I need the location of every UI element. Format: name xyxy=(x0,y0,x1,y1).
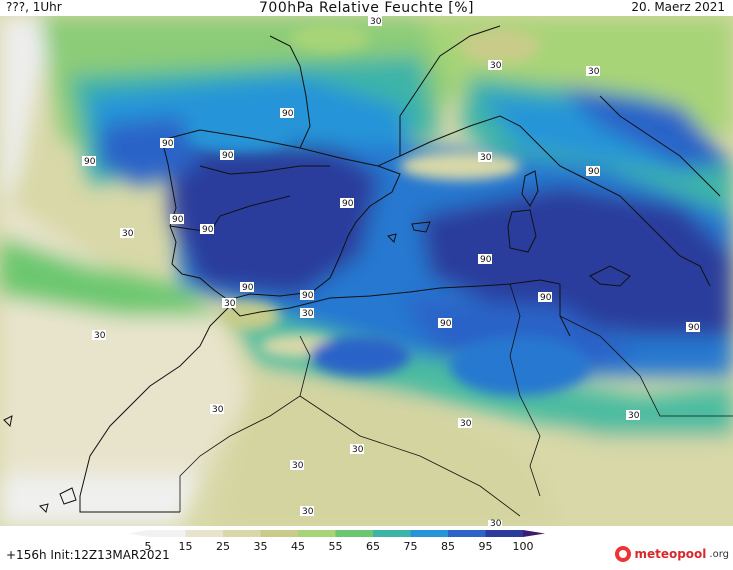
svg-text:90: 90 xyxy=(440,319,452,329)
svg-text:90: 90 xyxy=(222,151,234,161)
svg-text:90: 90 xyxy=(84,157,96,167)
valid-date: 20. Maerz 2021 xyxy=(631,0,725,14)
svg-text:30: 30 xyxy=(480,153,492,163)
humidity-map: 30 30 30 90 90 90 90 90 90 30 90 90 90 9… xyxy=(0,16,733,526)
scale-tick-label: 95 xyxy=(479,540,493,553)
svg-text:30: 30 xyxy=(490,61,502,71)
svg-text:30: 30 xyxy=(212,405,224,415)
svg-text:30: 30 xyxy=(292,461,304,471)
contour-label: 90 xyxy=(170,214,184,225)
contour-label: 30 xyxy=(626,410,640,421)
svg-text:90: 90 xyxy=(588,167,600,177)
map-title: 700hPa Relative Feuchte [%] xyxy=(259,0,474,16)
svg-text:90: 90 xyxy=(162,139,174,149)
scale-bar xyxy=(335,530,374,537)
contour-label: 30 xyxy=(488,60,502,71)
contour-label: 90 xyxy=(478,254,492,265)
scale-bar xyxy=(448,530,486,537)
svg-text:90: 90 xyxy=(282,109,294,119)
scale-bars xyxy=(128,530,545,537)
forecast-info: +156h Init:12Z13MAR2021 xyxy=(6,548,170,562)
contour-label: 30 xyxy=(92,330,106,341)
scale-tick-label: 25 xyxy=(216,540,230,553)
color-scale: 5 15 25 35 45 55 65 75 85 95 100 xyxy=(0,526,733,566)
scale-arrow-right xyxy=(523,530,545,537)
contour-label: 30 xyxy=(120,228,134,239)
meteopool-logo[interactable]: meteopool .org xyxy=(615,546,729,562)
scale-tick-label: 75 xyxy=(404,540,418,553)
scale-tick-label: 5 xyxy=(145,540,152,553)
svg-text:30: 30 xyxy=(628,411,640,421)
contour-label: 30 xyxy=(210,404,224,415)
contour-label: 90 xyxy=(220,150,234,161)
scale-tick-label: 65 xyxy=(366,540,380,553)
contour-label: 30 xyxy=(300,308,314,319)
humidity-map-svg: 30 30 30 90 90 90 90 90 90 30 90 90 90 9… xyxy=(0,16,733,526)
contour-label: 90 xyxy=(82,156,96,167)
scale-tick-label: 100 xyxy=(513,540,534,553)
contour-label: 30 xyxy=(488,519,502,526)
scale-bar xyxy=(373,530,411,537)
svg-text:30: 30 xyxy=(224,299,236,309)
scale-bar xyxy=(485,530,524,537)
scale-arrow-left xyxy=(128,530,148,537)
scale-bar xyxy=(298,530,336,537)
humidity-fields xyxy=(0,16,733,526)
run-time-label: ???, 1Uhr xyxy=(6,0,62,14)
color-scale-svg: 5 15 25 35 45 55 65 75 85 95 100 xyxy=(128,530,545,553)
scale-tick-label: 45 xyxy=(291,540,305,553)
contour-label: 30 xyxy=(290,460,304,471)
svg-text:30: 30 xyxy=(352,445,364,455)
svg-text:90: 90 xyxy=(480,255,492,265)
contour-label: 30 xyxy=(586,66,600,77)
contour-label: 90 xyxy=(586,166,600,177)
svg-text:30: 30 xyxy=(460,419,472,429)
svg-text:30: 30 xyxy=(302,309,314,319)
svg-text:30: 30 xyxy=(94,331,106,341)
coastlines xyxy=(3,25,733,517)
svg-text:90: 90 xyxy=(242,283,254,293)
contour-label: 30 xyxy=(350,444,364,455)
contour-label: 90 xyxy=(240,282,254,293)
scale-ticks: 5 15 25 35 45 55 65 75 85 95 100 xyxy=(145,540,534,553)
scale-bar xyxy=(410,530,449,537)
svg-text:90: 90 xyxy=(342,199,354,209)
contour-label: 90 xyxy=(340,198,354,209)
contour-label: 90 xyxy=(160,138,174,149)
contour-labels: 30 30 30 90 90 90 90 90 90 30 90 90 90 9… xyxy=(82,16,700,526)
logo-brand: meteopool xyxy=(634,547,707,561)
scale-tick-label: 15 xyxy=(179,540,193,553)
svg-text:30: 30 xyxy=(122,229,134,239)
contour-label: 90 xyxy=(280,108,294,119)
contour-label: 30 xyxy=(368,16,382,27)
contour-label: 30 xyxy=(222,298,236,309)
svg-text:30: 30 xyxy=(588,67,600,77)
scale-bar xyxy=(223,530,261,537)
scale-bar xyxy=(148,530,186,537)
contour-label: 30 xyxy=(300,506,314,517)
svg-text:30: 30 xyxy=(302,507,314,517)
contour-label: 90 xyxy=(438,318,452,329)
svg-text:90: 90 xyxy=(688,323,700,333)
logo-icon xyxy=(615,546,632,562)
scale-tick-label: 35 xyxy=(254,540,268,553)
scale-bar xyxy=(185,530,224,537)
contour-label: 30 xyxy=(458,418,472,429)
svg-text:30: 30 xyxy=(370,17,382,27)
contour-label: 30 xyxy=(478,152,492,163)
svg-text:90: 90 xyxy=(202,225,214,235)
contour-label: 90 xyxy=(200,224,214,235)
svg-text:90: 90 xyxy=(172,215,184,225)
svg-text:90: 90 xyxy=(302,291,314,301)
scale-tick-label: 55 xyxy=(329,540,343,553)
svg-text:90: 90 xyxy=(540,293,552,303)
contour-label: 90 xyxy=(538,292,552,303)
svg-text:30: 30 xyxy=(490,519,502,526)
scale-tick-label: 85 xyxy=(441,540,455,553)
logo-tld: .org xyxy=(709,548,729,560)
scale-bar xyxy=(260,530,299,537)
contour-label: 90 xyxy=(686,322,700,333)
contour-label: 90 xyxy=(300,290,314,301)
